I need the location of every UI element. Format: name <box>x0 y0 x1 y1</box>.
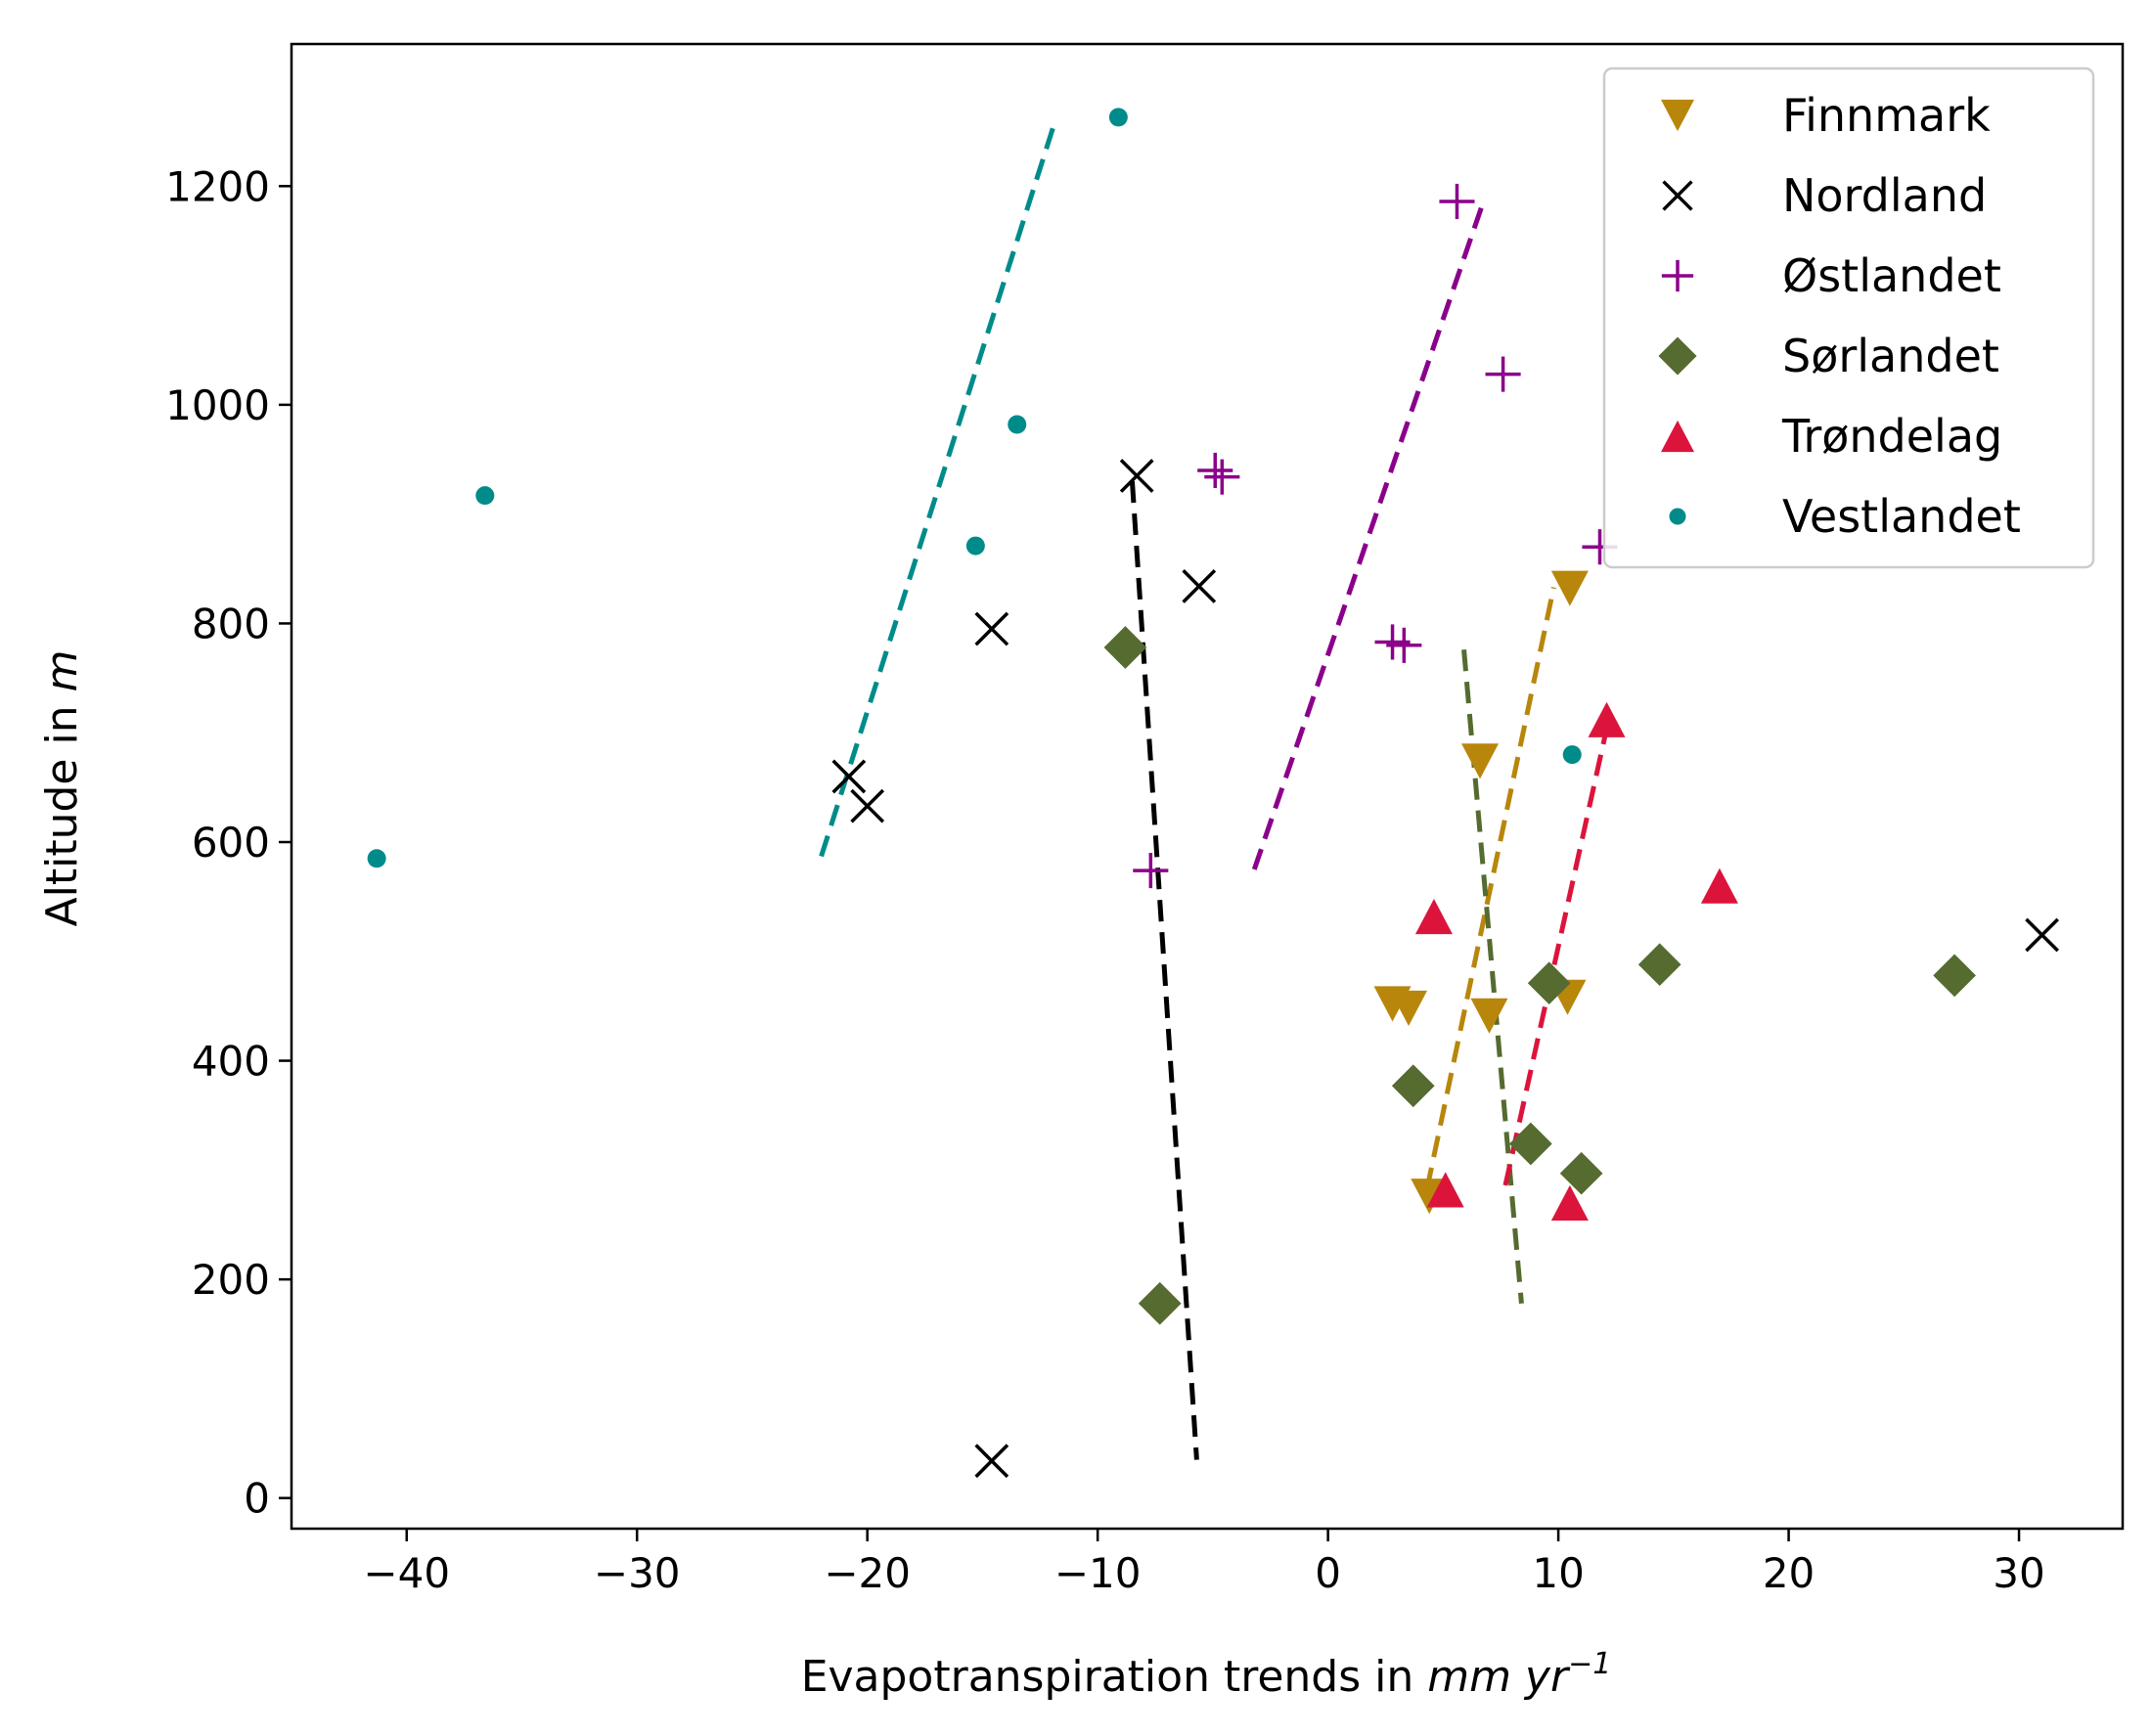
point-nordland <box>1182 569 1217 603</box>
point-stlandet <box>1204 459 1240 495</box>
x-tick-label: −10 <box>1054 1549 1142 1597</box>
legend-label-finnmark: Finnmark <box>1782 89 1991 142</box>
y-axis-label: Altitude in m <box>37 650 87 927</box>
x-axis-label-unit: mm yr <box>1427 1652 1571 1702</box>
point-tr-ndelag <box>1426 1172 1464 1208</box>
trend-line-finnmark <box>1424 587 1556 1189</box>
point-nordland <box>850 788 885 823</box>
point-stlandet <box>1197 452 1233 488</box>
x-tick-label: 20 <box>1763 1549 1815 1597</box>
point-vestlandet <box>965 536 985 556</box>
point-stlandet <box>1386 627 1422 663</box>
point-finnmark <box>1461 743 1500 779</box>
point-s-rlandet <box>1508 1122 1552 1166</box>
x-tick-label: −40 <box>363 1549 450 1597</box>
point-stlandet <box>1485 356 1521 392</box>
legend-marker-nordland <box>1662 180 1693 211</box>
point-vestlandet <box>367 849 386 868</box>
legend-marker-vestlandet <box>1669 508 1686 525</box>
x-axis-label-exponent: −1 <box>1568 1647 1611 1681</box>
point-s-rlandet <box>1933 954 1976 998</box>
point-s-rlandet <box>1103 626 1147 669</box>
point-s-rlandet <box>1559 1151 1603 1195</box>
point-tr-ndelag <box>1700 868 1738 904</box>
point-nordland <box>974 1444 1009 1479</box>
point-vestlandet <box>475 486 495 506</box>
y-tick-label: 0 <box>244 1475 270 1523</box>
point-stlandet <box>1133 853 1169 889</box>
legend-label-stlandet: Østlandet <box>1782 249 2001 302</box>
y-tick-label: 1000 <box>165 381 270 429</box>
point-finnmark <box>1390 990 1428 1026</box>
legend-box <box>1602 67 2095 569</box>
legend-label-vestlandet: Vestlandet <box>1782 490 2021 543</box>
y-tick-label: 600 <box>192 819 270 867</box>
trend-line-vestlandet <box>819 123 1056 858</box>
point-s-rlandet <box>1391 1064 1435 1108</box>
trend-lines <box>819 123 1609 1460</box>
x-tick-label: −20 <box>824 1549 911 1597</box>
legend-marker-tr-ndelag <box>1661 420 1694 453</box>
y-axis-label-prefix: Altitude in <box>37 691 87 926</box>
y-tick-label: 1200 <box>165 162 270 210</box>
point-nordland <box>974 611 1009 646</box>
point-vestlandet <box>1562 745 1582 765</box>
x-axis-label-prefix: Evapotranspiration trends in <box>801 1652 1428 1702</box>
legend-marker-finnmark <box>1661 99 1694 132</box>
trend-line-stlandet <box>1251 203 1485 870</box>
x-tick-label: −30 <box>594 1549 681 1597</box>
plot-frame <box>290 42 2125 1531</box>
legend-label-s-rlandet: Sørlandet <box>1782 330 1999 382</box>
x-axis-ticks: −40 −30 −20 −10 0 10 20 30 <box>363 1529 2045 1597</box>
point-stlandet <box>1439 183 1475 220</box>
point-tr-ndelag <box>1550 1184 1589 1221</box>
y-tick-label: 400 <box>192 1038 270 1086</box>
point-nordland <box>1119 459 1154 493</box>
point-nordland <box>2025 917 2059 953</box>
trend-line-tr-ndelag <box>1502 728 1609 1186</box>
legend: Finnmark Nordland Østlandet Sørlandet Trønde… <box>1602 67 2095 569</box>
legend-marker-s-rlandet <box>1658 336 1697 376</box>
legend-label-tr-ndelag: Trøndelag <box>1781 410 2002 463</box>
y-axis-label-unit: m <box>37 650 87 692</box>
x-tick-label: 30 <box>1993 1549 2044 1597</box>
point-finnmark <box>1550 570 1589 606</box>
data-points <box>367 108 2059 1479</box>
y-tick-label: 800 <box>192 600 270 647</box>
point-vestlandet <box>1108 108 1128 127</box>
x-axis-label: Evapotranspiration trends in mm yr−1 <box>801 1647 1612 1702</box>
y-axis-ticks: 0 200 400 600 800 1000 1200 <box>165 162 291 1523</box>
point-vestlandet <box>1008 415 1027 434</box>
point-tr-ndelag <box>1414 898 1453 935</box>
x-tick-label: 0 <box>1315 1549 1341 1597</box>
legend-marker-stlandet <box>1661 259 1694 292</box>
x-tick-label: 10 <box>1532 1549 1584 1597</box>
y-tick-label: 200 <box>192 1256 270 1304</box>
point-s-rlandet <box>1138 1281 1182 1325</box>
point-s-rlandet <box>1527 961 1571 1005</box>
point-tr-ndelag <box>1588 701 1626 737</box>
point-nordland <box>831 759 867 794</box>
point-s-rlandet <box>1637 943 1681 987</box>
legend-label-nordland: Nordland <box>1782 169 1987 222</box>
point-finnmark <box>1470 998 1508 1034</box>
